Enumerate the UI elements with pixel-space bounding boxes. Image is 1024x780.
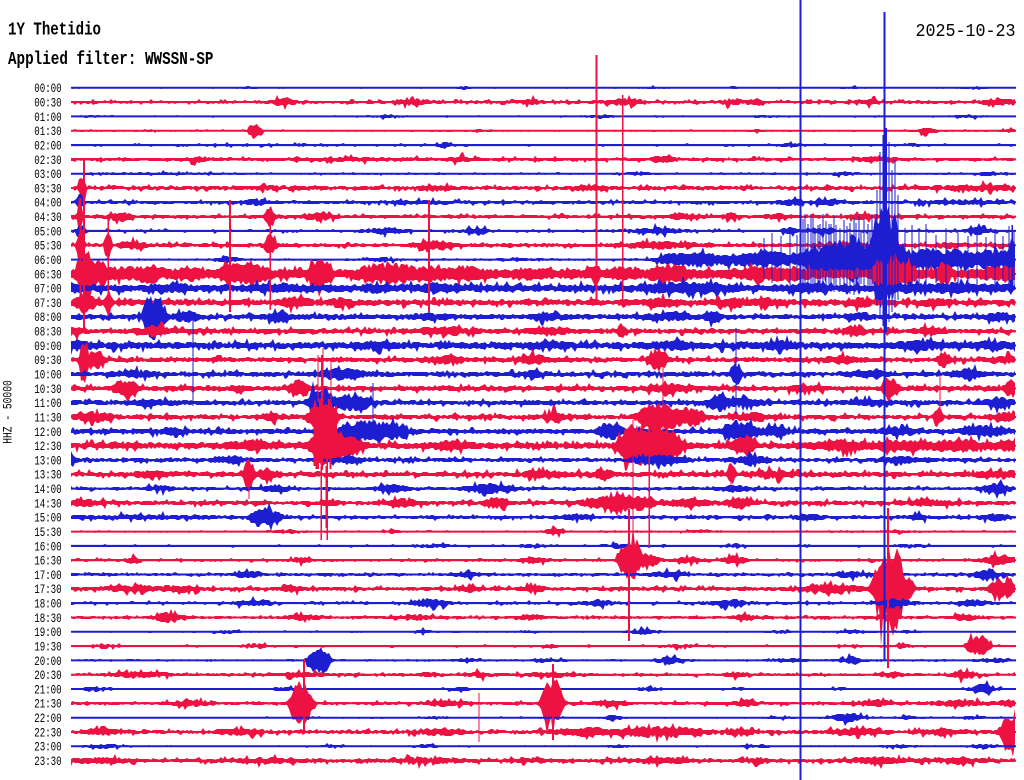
svg-text:07:30: 07:30 [34,296,61,311]
svg-text:00:30: 00:30 [34,96,61,111]
svg-text:15:30: 15:30 [34,525,61,540]
svg-text:1Y Thetidio: 1Y Thetidio [8,21,101,41]
svg-text:03:00: 03:00 [34,167,61,182]
svg-text:08:00: 08:00 [34,310,61,325]
svg-text:20:30: 20:30 [34,668,61,683]
svg-text:16:00: 16:00 [34,539,61,554]
svg-text:17:00: 17:00 [34,568,61,583]
svg-text:21:00: 21:00 [34,682,61,697]
svg-text:13:30: 13:30 [34,468,61,483]
svg-text:08:30: 08:30 [34,325,61,340]
svg-text:16:30: 16:30 [34,554,61,569]
svg-text:07:00: 07:00 [34,282,61,297]
svg-text:12:00: 12:00 [34,425,61,440]
svg-text:11:00: 11:00 [34,396,61,411]
svg-text:09:30: 09:30 [34,353,61,368]
svg-text:05:30: 05:30 [34,239,61,254]
svg-text:23:00: 23:00 [34,740,61,755]
svg-text:06:30: 06:30 [34,267,61,282]
svg-text:03:30: 03:30 [34,181,61,196]
svg-text:21:30: 21:30 [34,697,61,712]
svg-text:HHZ - 50000: HHZ - 50000 [2,380,16,444]
svg-text:04:30: 04:30 [34,210,61,225]
svg-text:09:00: 09:00 [34,339,61,354]
svg-text:15:00: 15:00 [34,511,61,526]
svg-text:18:30: 18:30 [34,611,61,626]
svg-text:13:00: 13:00 [34,453,61,468]
svg-text:18:00: 18:00 [34,597,61,612]
svg-text:22:00: 22:00 [34,711,61,726]
svg-text:06:00: 06:00 [34,253,61,268]
svg-text:10:00: 10:00 [34,368,61,383]
svg-text:14:30: 14:30 [34,496,61,511]
svg-text:01:00: 01:00 [34,110,61,125]
svg-text:05:00: 05:00 [34,224,61,239]
svg-text:02:30: 02:30 [34,153,61,168]
svg-text:19:00: 19:00 [34,625,61,640]
svg-text:2025-10-23: 2025-10-23 [916,22,1016,42]
svg-text:04:00: 04:00 [34,196,61,211]
svg-text:01:30: 01:30 [34,124,61,139]
svg-text:14:00: 14:00 [34,482,61,497]
svg-text:20:00: 20:00 [34,654,61,669]
svg-text:02:00: 02:00 [34,139,61,154]
svg-text:10:30: 10:30 [34,382,61,397]
svg-text:Applied filter: WWSSN-SP: Applied filter: WWSSN-SP [8,50,214,70]
svg-text:17:30: 17:30 [34,582,61,597]
svg-text:00:00: 00:00 [34,81,61,96]
svg-text:12:30: 12:30 [34,439,61,454]
svg-text:22:30: 22:30 [34,725,61,740]
svg-text:19:30: 19:30 [34,640,61,655]
svg-text:11:30: 11:30 [34,410,61,425]
svg-text:23:30: 23:30 [34,754,61,769]
